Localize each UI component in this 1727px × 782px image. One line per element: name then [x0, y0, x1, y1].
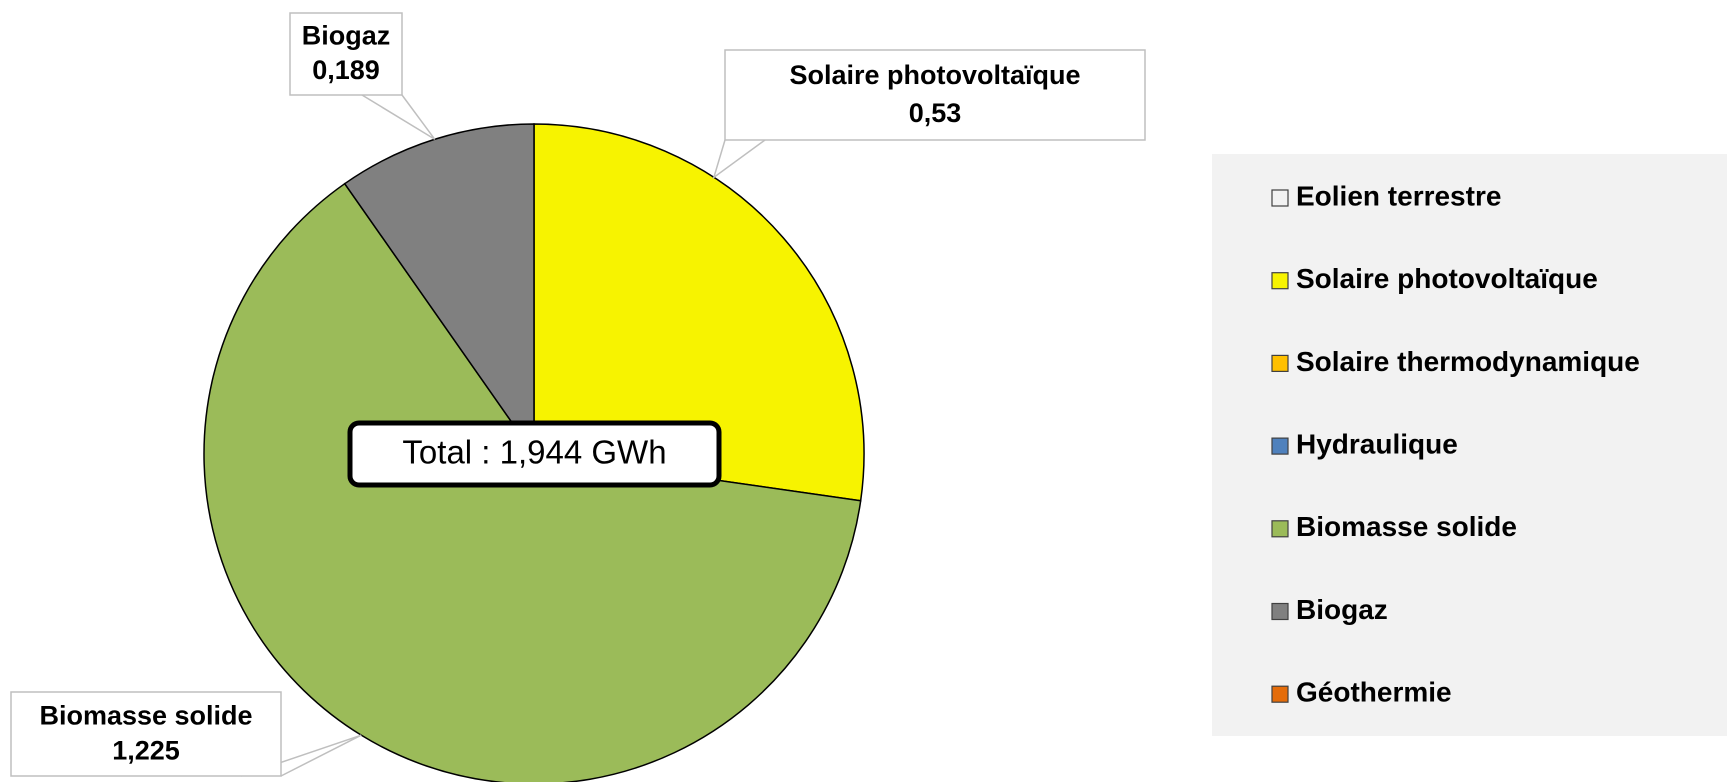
- legend-swatch: [1271, 354, 1289, 372]
- pie-slice: [533, 123, 865, 502]
- legend-swatch: [1271, 189, 1289, 207]
- label-leader: [712, 139, 766, 180]
- legend-label: Eolien terrestre: [1296, 180, 1501, 211]
- legend-label: Géothermie: [1296, 677, 1452, 708]
- legend-label: Biogaz: [1296, 594, 1388, 625]
- data-label-name: Biomasse solide: [39, 700, 252, 730]
- data-label-value: 1,225: [112, 736, 180, 766]
- legend-swatch: [1271, 520, 1289, 538]
- data-label-value: 0,53: [909, 98, 962, 128]
- annotation: Total : 1,944 GWh: [402, 434, 666, 471]
- data-label-name: Solaire photovoltaïque: [789, 60, 1080, 90]
- legend-label: Solaire photovoltaïque: [1296, 263, 1598, 294]
- annotation-box: [347, 420, 722, 488]
- legend-label: Solaire thermodynamique: [1296, 346, 1640, 377]
- legend-label: Hydraulique: [1296, 428, 1458, 459]
- data-label-name: Biogaz: [302, 21, 391, 51]
- data-label-box: [289, 12, 403, 96]
- legend-swatch: [1271, 685, 1289, 703]
- legend-background: [1212, 154, 1727, 736]
- legend-swatch: [1271, 437, 1289, 455]
- label-leader: [361, 94, 436, 140]
- legend-label: Biomasse solide: [1296, 511, 1517, 542]
- legend-swatch: [1271, 602, 1289, 621]
- data-label-box: [724, 49, 1146, 141]
- data-label-box: [10, 691, 282, 777]
- data-label-value: 0,189: [312, 55, 380, 85]
- legend-swatch: [1271, 272, 1289, 290]
